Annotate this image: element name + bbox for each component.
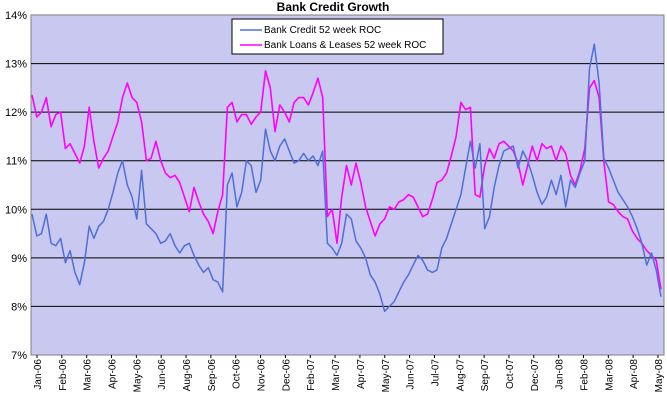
- x-tick-label: Oct-07: [505, 359, 516, 389]
- y-tick-label: 9%: [11, 253, 27, 265]
- x-tick-label: May-06: [132, 359, 143, 393]
- x-tick-label: Aug-07: [455, 359, 466, 392]
- legend-label-bank-credit: Bank Credit 52 week ROC: [264, 25, 381, 36]
- x-tick-label: Dec-06: [281, 359, 292, 392]
- x-tick-label: May-07: [381, 359, 392, 393]
- x-tick-label: Sep-07: [480, 359, 491, 392]
- legend: Bank Credit 52 week ROC Bank Loans & Lea…: [231, 18, 444, 55]
- gridlines: [31, 63, 664, 307]
- chart-title: Bank Credit Growth: [277, 0, 390, 14]
- x-tick-label: Jun-06: [157, 359, 168, 390]
- x-tick-label: May-08: [654, 359, 665, 393]
- y-tick-label: 13%: [5, 59, 27, 71]
- legend-box: [231, 18, 444, 55]
- x-tick-label: Jun-07: [406, 359, 417, 390]
- x-tick-label: Jan-06: [33, 359, 44, 390]
- x-tick-label: Mar-08: [604, 359, 615, 391]
- x-tick-label: Feb-08: [579, 359, 590, 391]
- x-tick-label: Aug-06: [182, 359, 193, 392]
- x-tick-label: Nov-06: [257, 359, 268, 392]
- x-tick-label: Feb-07: [306, 359, 317, 391]
- x-axis-ticks: Jan-06 Feb-06 Mar-06 Apr-06 May-06 Jun-06 Aug-…: [33, 355, 665, 392]
- x-tick-label: Jul-07: [430, 359, 441, 387]
- x-tick-label: Mar-06: [83, 359, 94, 391]
- y-tick-label: 14%: [5, 10, 27, 22]
- x-tick-label: Apr-08: [629, 359, 640, 389]
- series-line-bank-credit: [31, 43, 662, 313]
- series-line-bank-loans-leases: [31, 70, 662, 290]
- y-tick-label: 10%: [5, 204, 27, 216]
- y-tick-label: 8%: [11, 301, 27, 313]
- y-tick-label: 12%: [5, 107, 27, 119]
- x-tick-label: Dec-07: [530, 359, 541, 392]
- y-axis-ticks: 7% 8% 9% 10% 11% 12% 13% 14%: [5, 10, 27, 362]
- series-layer: [31, 43, 662, 313]
- x-tick-label: Oct-06: [232, 359, 243, 389]
- x-tick-label: Apr-07: [356, 359, 367, 389]
- x-tick-label: Jan-08: [555, 359, 566, 390]
- legend-label-bank-loans-leases: Bank Loans & Leases 52 week ROC: [264, 40, 426, 51]
- y-tick-label: 11%: [6, 156, 27, 168]
- y-tick-label: 7%: [11, 350, 27, 362]
- x-tick-label: Apr-06: [108, 359, 119, 389]
- x-tick-label: Mar-07: [331, 359, 342, 391]
- x-tick-label: Sep-06: [207, 359, 218, 392]
- x-tick-label: Feb-06: [58, 359, 69, 391]
